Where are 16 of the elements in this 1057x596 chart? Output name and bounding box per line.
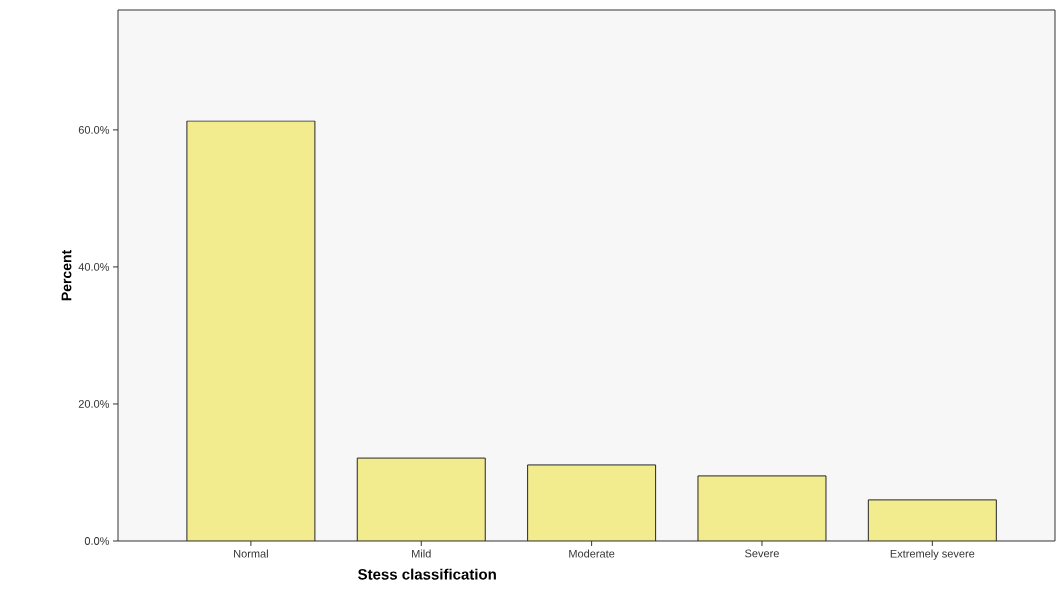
y-tick-label: 0.0% <box>84 537 110 545</box>
bar <box>867 499 997 541</box>
y-axis-title: Percent <box>61 249 72 301</box>
bar <box>356 457 486 541</box>
y-tick-label: 40.0% <box>78 263 110 271</box>
x-tick-label: Normal <box>234 549 268 558</box>
x-tick-label: Moderate <box>569 549 615 558</box>
bar <box>186 120 315 541</box>
y-tick-label: 60.0% <box>78 126 110 134</box>
bar <box>527 464 657 541</box>
x-tick-label: Mild <box>412 549 431 558</box>
x-tick-label: Extremely severe <box>890 549 975 560</box>
x-axis-title: Stess classification <box>358 568 496 580</box>
bar <box>697 475 827 541</box>
x-tick-label: Severe <box>745 549 779 558</box>
y-tick-label: 20.0% <box>78 400 110 408</box>
